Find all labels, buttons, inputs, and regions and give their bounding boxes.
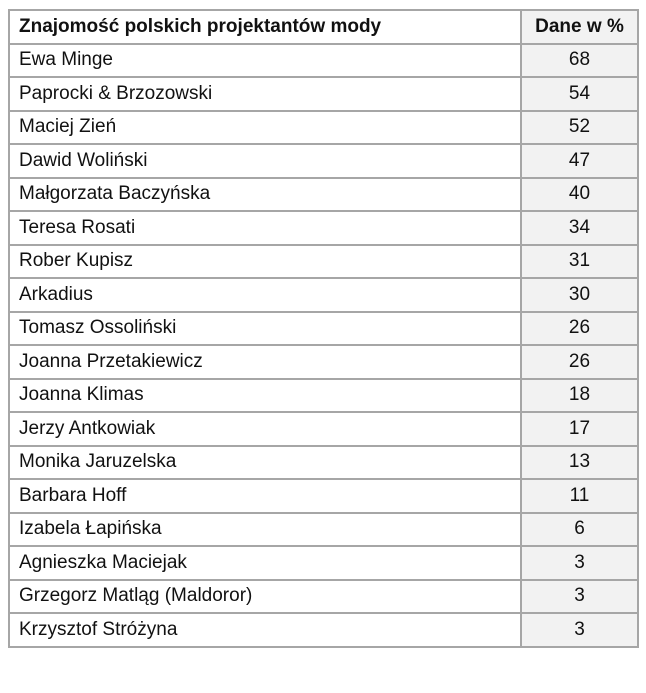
percent-value: 40 bbox=[520, 176, 639, 212]
percent-value: 3 bbox=[520, 612, 639, 648]
designer-name: Joanna Klimas bbox=[8, 377, 522, 413]
designer-name: Izabela Łapińska bbox=[8, 511, 522, 547]
header-value: Dane w % bbox=[520, 9, 639, 45]
designer-name: Teresa Rosati bbox=[8, 210, 522, 246]
designer-name: Ewa Minge bbox=[8, 42, 522, 78]
percent-value: 17 bbox=[520, 411, 639, 447]
header-row: Znajomość polskich projektantów mody Dan… bbox=[8, 9, 639, 45]
table-row: Joanna Klimas 18 bbox=[8, 377, 639, 413]
percent-value: 30 bbox=[520, 277, 639, 313]
designer-name: Maciej Zień bbox=[8, 109, 522, 145]
percent-value: 54 bbox=[520, 76, 639, 112]
designer-name: Małgorzata Baczyńska bbox=[8, 176, 522, 212]
designer-name: Rober Kupisz bbox=[8, 243, 522, 279]
designer-name: Paprocki & Brzozowski bbox=[8, 76, 522, 112]
table-row: Monika Jaruzelska 13 bbox=[8, 444, 639, 480]
table-row: Izabela Łapińska 6 bbox=[8, 511, 639, 547]
table-row: Ewa Minge 68 bbox=[8, 42, 639, 78]
table-row: Barbara Hoff 11 bbox=[8, 478, 639, 514]
percent-value: 11 bbox=[520, 478, 639, 514]
percent-value: 6 bbox=[520, 511, 639, 547]
table-row: Agnieszka Maciejak 3 bbox=[8, 545, 639, 581]
designer-name: Arkadius bbox=[8, 277, 522, 313]
table-row: Teresa Rosati 34 bbox=[8, 210, 639, 246]
table-row: Jerzy Antkowiak 17 bbox=[8, 411, 639, 447]
percent-value: 13 bbox=[520, 444, 639, 480]
percent-value: 68 bbox=[520, 42, 639, 78]
designer-name: Krzysztof Stróżyna bbox=[8, 612, 522, 648]
designer-name: Dawid Woliński bbox=[8, 143, 522, 179]
designer-name: Tomasz Ossoliński bbox=[8, 310, 522, 346]
percent-value: 31 bbox=[520, 243, 639, 279]
table-row: Rober Kupisz 31 bbox=[8, 243, 639, 279]
designer-name: Barbara Hoff bbox=[8, 478, 522, 514]
designer-name: Jerzy Antkowiak bbox=[8, 411, 522, 447]
designers-table: Znajomość polskich projektantów mody Dan… bbox=[8, 9, 639, 648]
table-row: Maciej Zień 52 bbox=[8, 109, 639, 145]
percent-value: 3 bbox=[520, 545, 639, 581]
percent-value: 18 bbox=[520, 377, 639, 413]
designer-name: Agnieszka Maciejak bbox=[8, 545, 522, 581]
percent-value: 47 bbox=[520, 143, 639, 179]
table-row: Arkadius 30 bbox=[8, 277, 639, 313]
table-row: Paprocki & Brzozowski 54 bbox=[8, 76, 639, 112]
percent-value: 26 bbox=[520, 344, 639, 380]
percent-value: 26 bbox=[520, 310, 639, 346]
designer-name: Joanna Przetakiewicz bbox=[8, 344, 522, 380]
table-row: Małgorzata Baczyńska 40 bbox=[8, 176, 639, 212]
percent-value: 52 bbox=[520, 109, 639, 145]
percent-value: 34 bbox=[520, 210, 639, 246]
table-row: Grzegorz Matląg (Maldoror) 3 bbox=[8, 578, 639, 614]
table-row: Krzysztof Stróżyna 3 bbox=[8, 612, 639, 648]
designer-name: Grzegorz Matląg (Maldoror) bbox=[8, 578, 522, 614]
table-row: Tomasz Ossoliński 26 bbox=[8, 310, 639, 346]
percent-value: 3 bbox=[520, 578, 639, 614]
table-row: Dawid Woliński 47 bbox=[8, 143, 639, 179]
header-name: Znajomość polskich projektantów mody bbox=[8, 9, 522, 45]
table-row: Joanna Przetakiewicz 26 bbox=[8, 344, 639, 380]
designer-name: Monika Jaruzelska bbox=[8, 444, 522, 480]
